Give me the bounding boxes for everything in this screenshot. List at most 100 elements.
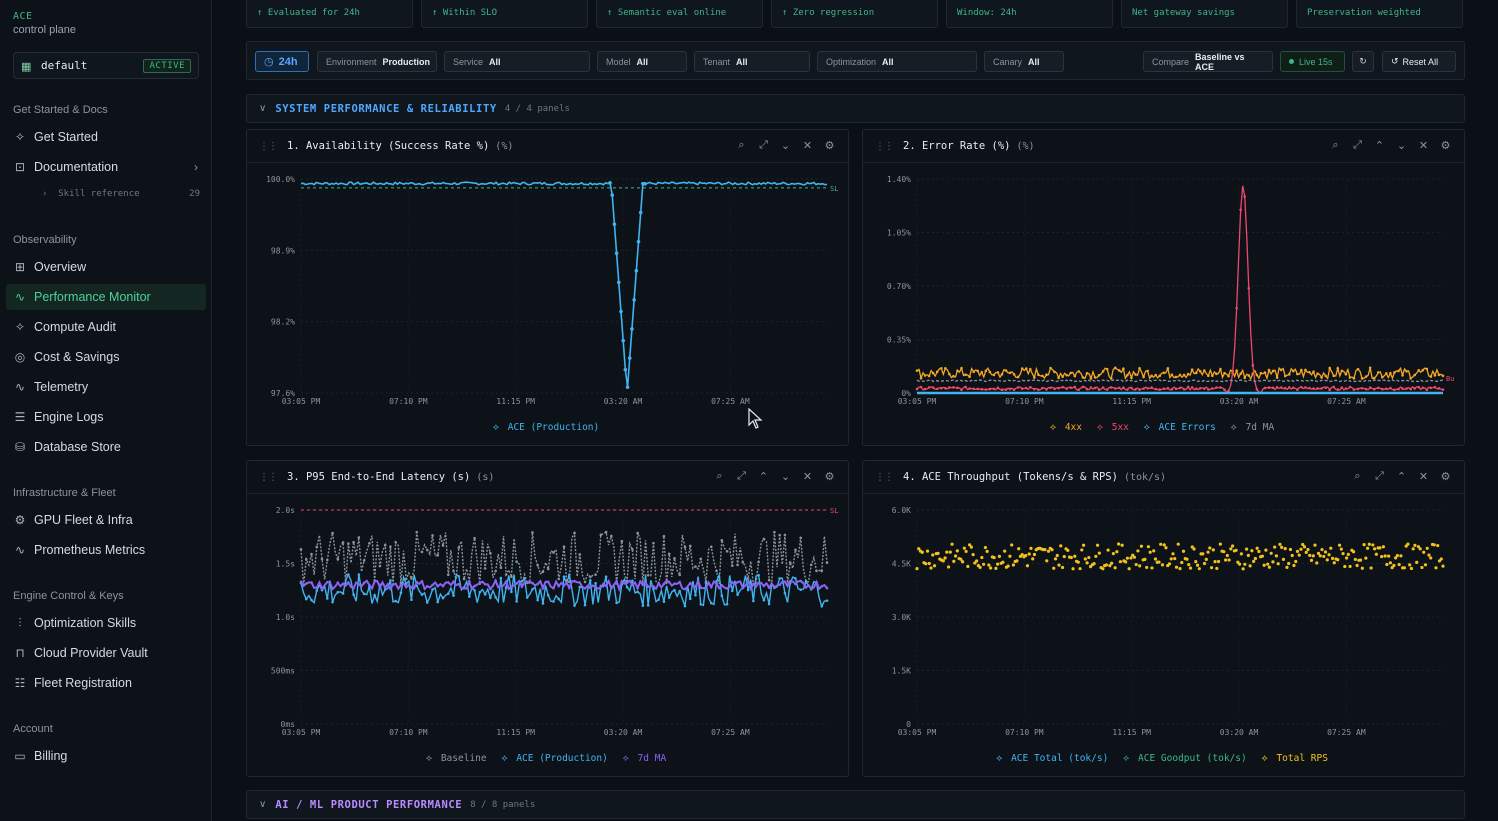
legend-item[interactable]: ⟡ 5xx (1096, 422, 1129, 433)
gear-icon[interactable]: ⚙ (1440, 140, 1451, 152)
data-point (1089, 386, 1093, 389)
zoom-icon[interactable]: ⌕ (1332, 139, 1339, 151)
refresh-button[interactable]: ↻ (1352, 51, 1374, 72)
expand-icon[interactable]: ⤢ (737, 470, 746, 482)
data-point (1145, 565, 1149, 570)
zoom-icon[interactable]: ⌕ (1354, 470, 1361, 482)
close-icon[interactable]: ✕ (1418, 140, 1429, 152)
sidebar-item-gpu-fleet[interactable]: ⚙ GPU Fleet & Infra (6, 507, 206, 533)
data-point (1011, 563, 1016, 567)
canary-filter[interactable]: Canary All (984, 51, 1064, 72)
data-point (1045, 388, 1048, 391)
chevron-down-icon[interactable]: ⌄ (780, 471, 791, 483)
sidebar-item-database-store[interactable]: ⛁ Database Store (6, 434, 206, 460)
legend-item[interactable]: ⟡ 7d MA (622, 753, 667, 764)
sidebar-item-overview[interactable]: ⊞ Overview (6, 254, 206, 280)
data-point (1194, 371, 1198, 375)
sidebar-item-optimization-skills[interactable]: ⫶ Optimization Skills (6, 610, 206, 636)
brand[interactable]: ACE control plane (13, 11, 76, 36)
legend-item[interactable]: ⟡ ACE Goodput (tok/s) (1123, 753, 1247, 764)
sidebar-item-compute-audit[interactable]: ✧ Compute Audit (6, 314, 206, 340)
gear-icon[interactable]: ⚙ (824, 140, 835, 152)
legend-item[interactable]: ⟡ ACE Total (tok/s) (996, 753, 1109, 764)
availability-chart[interactable]: 100.0% 98.9% 98.2% 97.6%03:05 PM 07:10 PM 11:… (247, 163, 850, 413)
kpi-card[interactable]: Net gateway savings (1121, 0, 1288, 28)
legend-item[interactable]: ⟡ 4xx (1049, 422, 1082, 433)
data-point (1251, 364, 1255, 367)
sidebar-item-engine-logs[interactable]: ☰ Engine Logs (6, 404, 206, 430)
kpi-card[interactable]: Window: 24h (946, 0, 1113, 28)
sidebar-item-prometheus[interactable]: ∿ Prometheus Metrics (6, 537, 206, 563)
sidebar-item-performance-monitor[interactable]: ∿ Performance Monitor (6, 284, 206, 310)
gear-icon[interactable]: ⚙ (1440, 471, 1451, 483)
kpi-card[interactable]: Preservation weighted (1296, 0, 1463, 28)
sidebar-item-telemetry[interactable]: ∿ Telemetry (6, 374, 206, 400)
drag-grip-icon[interactable]: ⋮⋮ (259, 471, 278, 483)
compare-selector[interactable]: Compare Baseline vs ACE (1143, 51, 1273, 72)
expand-icon[interactable]: ⤢ (1353, 139, 1362, 151)
chevron-down-icon[interactable]: ⌄ (780, 140, 791, 152)
chevron-down-icon[interactable]: ⌄ (1396, 140, 1407, 152)
legend-item[interactable]: ⟡ Baseline (425, 753, 487, 764)
data-point (634, 268, 639, 273)
chevron-up-icon[interactable]: ⌃ (1396, 471, 1407, 483)
workspace-selector[interactable]: ▦ default ACTIVE (13, 52, 199, 79)
data-point (525, 596, 529, 599)
section-header-system-performance[interactable]: ∨ SYSTEM PERFORMANCE & RELIABILITY 4 / 4… (246, 94, 1465, 123)
legend-item[interactable]: ⟡ Total RPS (1261, 753, 1328, 764)
kpi-card[interactable]: ↑ Within SLO (421, 0, 588, 28)
zoom-icon[interactable]: ⌕ (716, 470, 723, 482)
close-icon[interactable]: ✕ (1418, 471, 1429, 483)
optimization-filter[interactable]: Optimization All (817, 51, 977, 72)
service-filter[interactable]: Service All (444, 51, 590, 72)
data-point (1057, 376, 1060, 380)
drag-grip-icon[interactable]: ⋮⋮ (875, 140, 894, 152)
panel-title: 3. P95 End-to-End Latency (s) (287, 471, 471, 483)
sidebar-item-documentation[interactable]: ⊡ Documentation › (6, 154, 206, 180)
pulse-icon: ∿ (14, 380, 26, 394)
data-point (1053, 557, 1058, 561)
chevron-up-icon[interactable]: ⌃ (758, 471, 769, 483)
section-panel-count: 4 / 4 panels (504, 103, 570, 114)
sidebar-item-cloud-vault[interactable]: ⊓ Cloud Provider Vault (6, 640, 206, 666)
live-refresh-toggle[interactable]: Live 15s (1280, 51, 1345, 72)
data-point (489, 551, 492, 555)
legend-item[interactable]: ⟡ 7d MA (1230, 422, 1275, 433)
legend-item[interactable]: ⟡ ACE (Production) (492, 422, 600, 433)
zoom-icon[interactable]: ⌕ (738, 139, 745, 151)
data-point (636, 239, 641, 244)
gear-icon[interactable]: ⚙ (824, 471, 835, 483)
model-filter[interactable]: Model All (597, 51, 687, 72)
drag-grip-icon[interactable]: ⋮⋮ (875, 471, 894, 483)
environment-filter[interactable]: Environment Production (317, 51, 437, 72)
sidebar-item-cost-savings[interactable]: ◎ Cost & Savings (6, 344, 206, 370)
chevron-up-icon[interactable]: ⌃ (1374, 140, 1385, 152)
kpi-card[interactable]: ↑ Zero regression (771, 0, 938, 28)
reset-all-button[interactable]: ↺ Reset All (1382, 51, 1456, 72)
expand-icon[interactable]: ⤢ (1375, 470, 1384, 482)
sidebar-subitem-skill-reference[interactable]: › Skill reference 29 (42, 189, 200, 199)
kpi-card[interactable]: ↑ Semantic eval online (596, 0, 763, 28)
series-7d-ma (916, 379, 1444, 383)
time-range-button[interactable]: ◷ 24h (255, 51, 309, 72)
legend-item[interactable]: ⟡ ACE (Production) (501, 753, 608, 764)
close-icon[interactable]: ✕ (802, 471, 813, 483)
sidebar-item-fleet-registration[interactable]: ☷ Fleet Registration (6, 670, 206, 696)
data-point (1041, 386, 1044, 390)
expand-icon[interactable]: ⤢ (759, 139, 768, 151)
kpi-card[interactable]: ↑ Evaluated for 24h (246, 0, 413, 28)
sidebar-item-billing[interactable]: ▭ Billing (6, 743, 206, 769)
legend-item[interactable]: ⟡ ACE Errors (1143, 422, 1216, 433)
section-header-ai-ml-performance[interactable]: ∨ AI / ML PRODUCT PERFORMANCE 8 / 8 pane… (246, 790, 1465, 819)
drag-grip-icon[interactable]: ⋮⋮ (259, 140, 278, 152)
throughput-chart[interactable]: 6.0K 4.5K 3.0K 1.5K 003:05 PM 07:10 PM 11:15 P… (863, 494, 1466, 744)
data-point (925, 549, 930, 553)
sidebar-item-get-started[interactable]: ✧ Get Started (6, 124, 206, 150)
data-point (1259, 371, 1263, 375)
error-rate-chart[interactable]: 1.40% 1.05% 0.70% 0.35% 0%03:05 PM 07:10 PM 11… (863, 163, 1466, 413)
data-point (1211, 374, 1214, 378)
tenant-filter[interactable]: Tenant All (694, 51, 810, 72)
data-point (567, 573, 571, 576)
close-icon[interactable]: ✕ (802, 140, 813, 152)
